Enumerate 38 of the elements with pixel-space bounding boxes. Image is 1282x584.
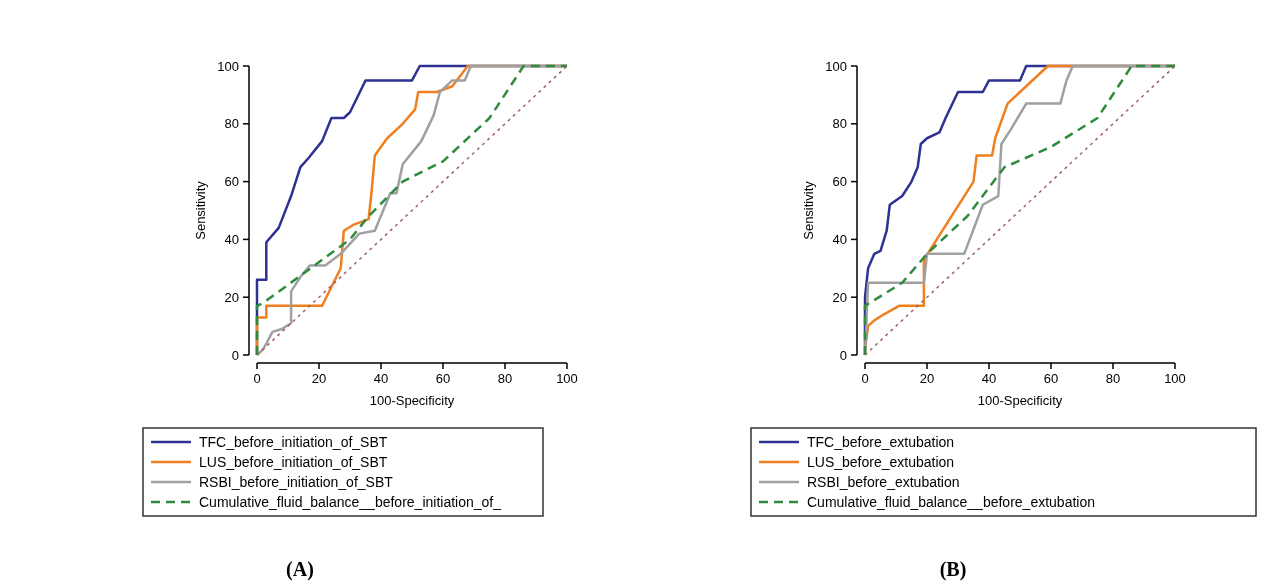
- x-tick-label: 80: [497, 371, 513, 386]
- y-tick-label: 100: [217, 58, 239, 74]
- y-tick-label: 20: [832, 289, 847, 305]
- x-tick-label: 20: [311, 371, 327, 386]
- text: (B): [939, 558, 967, 581]
- x-tick-label: 20: [919, 371, 935, 386]
- y-tick-label: 60: [224, 174, 239, 190]
- x-tick-label: 100: [1164, 371, 1186, 386]
- x-tick-label: 60: [1043, 371, 1059, 386]
- y-tick-label: 0: [839, 347, 847, 363]
- y-tick-label: 60: [832, 174, 847, 190]
- x-tick-label: 100: [556, 371, 578, 386]
- y-tick-label: 40: [224, 231, 239, 247]
- x-tick-label: 60: [435, 371, 451, 386]
- legend-label: TFC_before_initiation_of_SBT: [199, 433, 388, 450]
- x-tick-label: 0: [253, 371, 261, 386]
- y-tick-label: 20: [224, 289, 239, 305]
- y-tick-label: 100: [825, 58, 847, 74]
- x-tick-label: 0: [861, 371, 869, 386]
- x-tick-label: 40: [981, 371, 997, 386]
- x-tick-label: 80: [1105, 371, 1121, 386]
- x-axis-title: 100-Specificity: [369, 393, 455, 408]
- x-axis-title: 100-Specificity: [977, 393, 1063, 408]
- legend-label: Cumulative_fluid_balance__before_extubation: [807, 493, 1095, 510]
- legend-label: Cumulative_fluid_balance__before_initiation_of_: [199, 493, 502, 510]
- legend-label: RSBI_before_initiation_of_SBT: [199, 473, 394, 490]
- y-tick-label: 40: [832, 231, 847, 247]
- legend-label: LUS_before_extubation: [807, 453, 955, 470]
- legend-label: RSBI_before_extubation: [807, 473, 960, 490]
- y-axis-title: Sensitivity: [193, 180, 208, 240]
- x-tick-label: 40: [373, 371, 389, 386]
- y-tick-label: 80: [224, 116, 239, 132]
- y-axis-title: Sensitivity: [801, 180, 816, 240]
- legend-label: LUS_before_initiation_of_SBT: [199, 453, 388, 470]
- legend-label: TFC_before_extubation: [807, 433, 955, 450]
- y-tick-label: 80: [832, 116, 847, 132]
- text: (A): [286, 558, 314, 581]
- y-tick-label: 0: [231, 347, 239, 363]
